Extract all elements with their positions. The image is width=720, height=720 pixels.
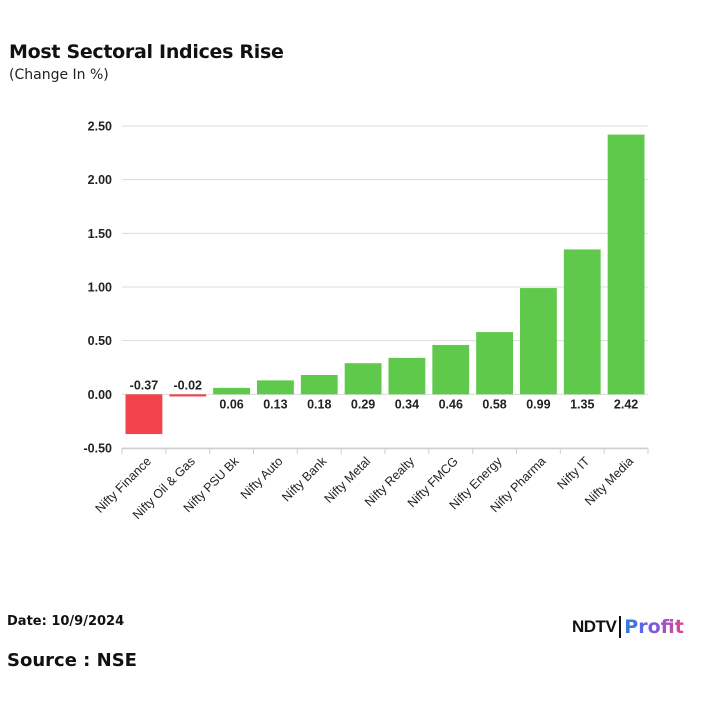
bar (520, 288, 557, 395)
bar (563, 249, 601, 395)
bar (125, 394, 163, 435)
ndtv-profit-logo: NDTV Profit (572, 614, 684, 640)
source-label: Source : NSE (7, 650, 137, 671)
bar (300, 375, 338, 395)
chart-title: Most Sectoral Indices Rise (9, 41, 284, 63)
bar (388, 357, 426, 395)
y-tick-label: 0.50 (88, 334, 112, 348)
data-label: 0.29 (351, 397, 375, 411)
bar (257, 380, 294, 395)
data-label: 2.42 (614, 397, 638, 411)
data-label: 0.18 (307, 397, 331, 411)
bar (607, 134, 645, 395)
y-tick-label: 1.50 (88, 227, 112, 241)
logo-profit-text: Profit (624, 616, 684, 638)
y-tick-label: 0.00 (88, 388, 112, 402)
data-label: 0.46 (439, 397, 463, 411)
logo-divider (619, 616, 622, 638)
bar (213, 387, 250, 395)
chart-subtitle: (Change In %) (9, 67, 109, 83)
bars (125, 134, 645, 435)
logo-ndtv-text: NDTV (572, 617, 617, 636)
date-label: Date: 10/9/2024 (7, 614, 125, 629)
y-tick-label: -0.50 (84, 442, 113, 456)
data-label: -0.37 (130, 378, 159, 392)
bar (476, 332, 513, 395)
bar (344, 363, 382, 395)
y-axis-ticks: 2.50 2.00 1.50 1.00 0.50 0.00 -0.50 (84, 120, 113, 456)
y-tick-label: 2.00 (88, 173, 112, 187)
y-tick-label: 2.50 (88, 120, 112, 134)
data-label: 0.99 (526, 397, 550, 411)
data-label: 0.58 (482, 397, 506, 411)
data-label: 0.13 (263, 397, 287, 411)
y-tick-label: 1.00 (88, 281, 112, 295)
bar-chart: 2.50 2.00 1.50 1.00 0.50 0.00 -0.50 -0.37 -0.02… (84, 120, 649, 522)
x-tick-label: Nifty IT (554, 454, 592, 492)
data-label: -0.02 (174, 378, 203, 392)
data-label: 0.06 (219, 397, 243, 411)
bar (432, 344, 470, 395)
data-label: 0.34 (395, 397, 419, 411)
data-labels: -0.37 -0.02 0.06 0.13 0.18 0.29 0.34 0.46 0.58 0.… (130, 378, 639, 411)
data-label: 1.35 (570, 397, 594, 411)
bar (169, 394, 207, 397)
